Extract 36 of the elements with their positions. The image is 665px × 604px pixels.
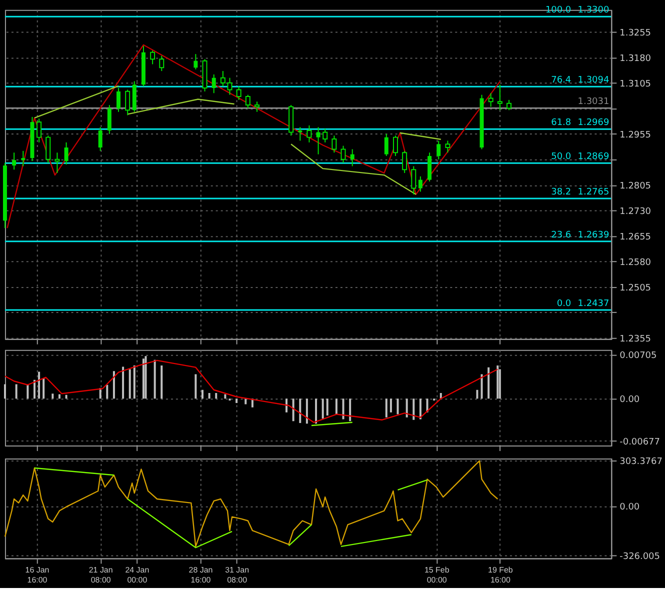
y-tick-label: 1.2655 (620, 232, 652, 242)
ref-line-label: 1.2437 (578, 298, 610, 309)
y-tick-label: 0.00 (620, 502, 640, 513)
ref-line-label: 1.2639 (578, 230, 610, 240)
annotation: 0.0 (556, 298, 572, 309)
y-tick-label: 1.3105 (620, 79, 652, 90)
y-tick-label: 1.2355 (620, 334, 652, 344)
x-tick-label: 21 Jan 08:00 (88, 566, 113, 585)
y-tick-label: 1.2805 (620, 181, 652, 192)
y-tick-label: 1.3180 (620, 54, 652, 64)
x-tick-label: 31 Jan 08:00 (225, 566, 250, 585)
annotation: 50.0 (551, 152, 572, 162)
y-tick-label: 0.00705 (620, 351, 657, 362)
ref-line-label: 1.2765 (578, 188, 610, 198)
x-tick-label: 19 Feb 16:00 (488, 566, 514, 585)
y-tick-label: -0.00677 (620, 437, 660, 448)
ref-line-label: 1.2969 (578, 118, 610, 128)
y-tick-label: 0.00 (620, 395, 640, 406)
y-tick-label: -326.005 (620, 552, 660, 562)
y-tick-label: 1.3255 (620, 28, 652, 38)
annotation: 76.4 (551, 76, 572, 86)
y-tick-label: 1.2955 (620, 130, 652, 140)
ref-line-label: 1.3094 (578, 76, 610, 86)
annotation: 23.6 (551, 230, 572, 240)
ref-line-label: 1.3031 (578, 97, 610, 108)
y-tick-label: 303.3767 (620, 456, 662, 467)
annotation: 38.2 (551, 188, 572, 198)
y-tick-label: 1.2730 (620, 206, 652, 217)
x-tick-label: 16 Jan 16:00 (25, 566, 50, 585)
ref-line-label: 1.2869 (578, 152, 610, 162)
x-tick-label: 15 Feb 00:00 (424, 566, 450, 585)
x-tick-label: 28 Jan 16:00 (188, 566, 213, 585)
y-tick-label: 1.2580 (620, 258, 652, 268)
x-tick-label: 24 Jan 00:00 (125, 566, 150, 585)
annotation: 61.8 (551, 118, 572, 128)
y-tick-label: 1.2505 (620, 283, 652, 294)
